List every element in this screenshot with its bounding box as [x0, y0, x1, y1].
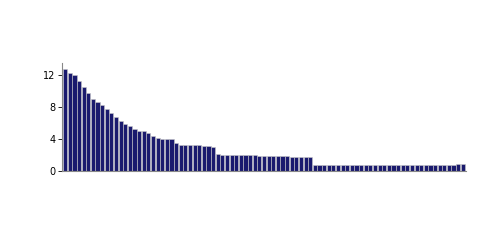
Bar [197, 145, 201, 171]
Bar [72, 75, 76, 171]
Bar [280, 156, 285, 171]
Bar [100, 105, 104, 171]
Bar [433, 165, 437, 171]
Bar [169, 139, 174, 171]
Bar [206, 146, 211, 171]
Bar [151, 136, 155, 171]
Bar [156, 138, 160, 171]
Bar [91, 99, 95, 171]
Bar [442, 165, 446, 171]
Bar [109, 113, 113, 171]
Bar [174, 143, 178, 171]
Bar [405, 165, 409, 171]
Bar [257, 156, 262, 171]
Bar [229, 155, 234, 171]
Bar [119, 121, 123, 171]
Bar [447, 165, 451, 171]
Bar [285, 156, 289, 171]
Bar [289, 157, 294, 171]
Bar [396, 165, 400, 171]
Bar [345, 165, 349, 171]
Bar [142, 131, 146, 171]
Bar [373, 165, 377, 171]
Bar [160, 139, 164, 171]
Bar [132, 129, 137, 171]
Bar [137, 131, 141, 171]
Bar [68, 73, 72, 171]
Bar [77, 81, 81, 171]
Bar [252, 155, 257, 171]
Bar [248, 155, 252, 171]
Bar [401, 165, 405, 171]
Bar [327, 165, 331, 171]
Bar [165, 139, 169, 171]
Bar [368, 165, 372, 171]
Bar [428, 165, 432, 171]
Bar [382, 165, 386, 171]
Bar [350, 165, 354, 171]
Bar [331, 165, 336, 171]
Bar [313, 165, 317, 171]
Bar [299, 157, 303, 171]
Bar [461, 164, 465, 171]
Bar [179, 145, 183, 171]
Bar [82, 87, 86, 171]
Bar [114, 117, 118, 171]
Bar [322, 165, 326, 171]
Bar [183, 145, 188, 171]
Bar [188, 145, 192, 171]
Bar [391, 165, 396, 171]
Bar [86, 93, 90, 171]
Bar [424, 165, 428, 171]
Bar [364, 165, 368, 171]
Bar [202, 146, 206, 171]
Bar [336, 165, 340, 171]
Bar [308, 157, 312, 171]
Bar [96, 102, 100, 171]
Bar [294, 157, 299, 171]
Bar [105, 109, 109, 171]
Bar [359, 165, 363, 171]
Bar [128, 126, 132, 171]
Bar [303, 157, 308, 171]
Bar [216, 154, 220, 171]
Bar [354, 165, 359, 171]
Bar [266, 156, 271, 171]
Bar [234, 155, 239, 171]
Bar [243, 155, 248, 171]
Bar [438, 165, 442, 171]
Bar [63, 69, 67, 171]
Bar [123, 124, 127, 171]
Bar [220, 155, 225, 171]
Bar [276, 156, 280, 171]
Bar [415, 165, 419, 171]
Bar [262, 156, 266, 171]
Bar [340, 165, 345, 171]
Bar [410, 165, 414, 171]
Bar [225, 155, 229, 171]
Bar [192, 145, 197, 171]
Bar [377, 165, 382, 171]
Bar [211, 147, 215, 171]
Bar [146, 133, 151, 171]
Bar [456, 164, 460, 171]
Bar [387, 165, 391, 171]
Bar [452, 165, 456, 171]
Bar [419, 165, 423, 171]
Bar [239, 155, 243, 171]
Bar [271, 156, 276, 171]
Bar [317, 165, 322, 171]
